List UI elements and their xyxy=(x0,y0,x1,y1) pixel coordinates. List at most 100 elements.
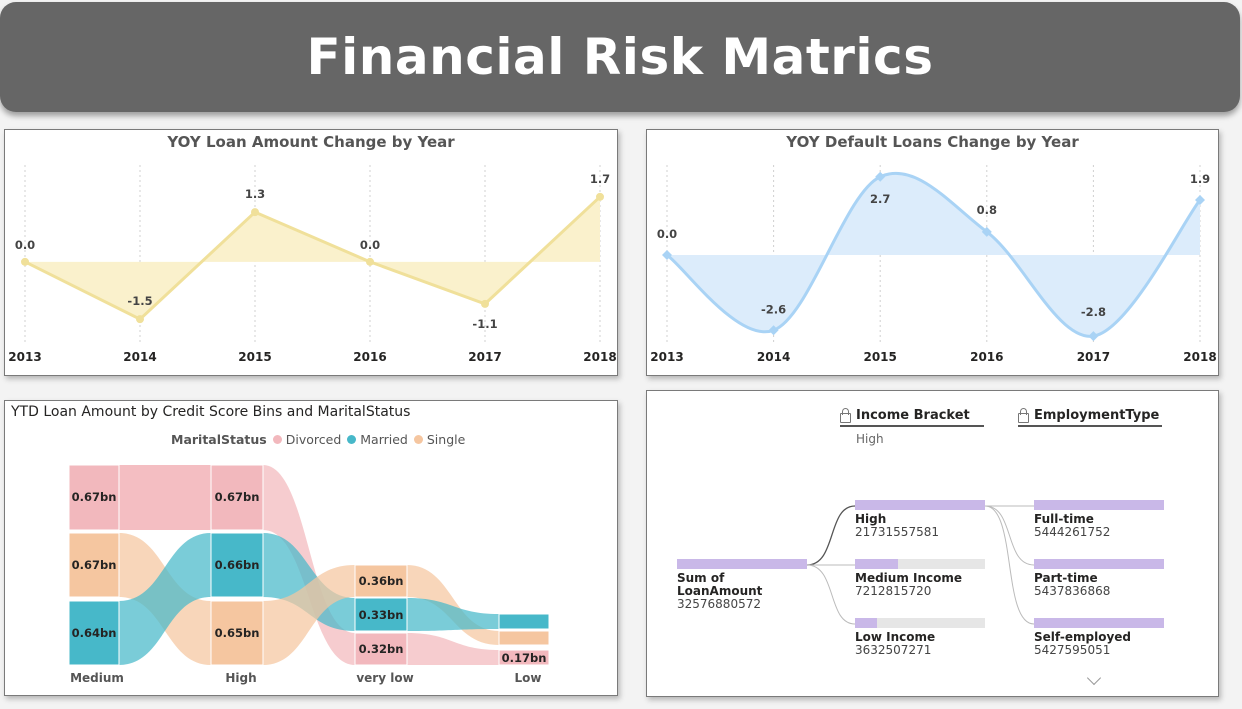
lock-icon xyxy=(840,407,851,423)
data-label: 2.7 xyxy=(870,192,890,206)
node-bar xyxy=(677,559,807,569)
sankey-node xyxy=(354,564,408,598)
legend-item-married[interactable]: Married xyxy=(347,432,408,447)
node-value: 3632507271 xyxy=(855,643,932,657)
level2-node-full-time[interactable]: Full-time 5444261752 xyxy=(1034,500,1164,539)
node-label: 0.33bn xyxy=(359,608,404,622)
node-bar xyxy=(1034,618,1164,628)
sankey-link xyxy=(407,598,499,631)
data-point xyxy=(481,299,489,308)
series-area xyxy=(25,196,600,320)
sankey-node xyxy=(68,600,120,666)
node-bar-fill xyxy=(1034,618,1164,628)
loan-amount-chart-title: YOY Loan Amount Change by Year xyxy=(167,133,455,151)
node-bar-fill xyxy=(677,559,807,569)
node-label: 0.67bn xyxy=(72,490,117,504)
node-label: Low Income xyxy=(855,630,936,644)
data-label: 1.7 xyxy=(590,172,610,186)
level1-node-low-income[interactable]: Low Income 3632507271 xyxy=(855,618,985,657)
sankey-node xyxy=(498,630,550,646)
legend-swatch xyxy=(413,435,423,444)
node-label: 0.65bn xyxy=(215,626,260,640)
data-point xyxy=(136,315,144,324)
node-label: 0.67bn xyxy=(72,558,117,572)
level2-node-part-time[interactable]: Part-time 5437836868 xyxy=(1034,559,1164,598)
sankey-legend: MaritalStatus Divorced Married Single xyxy=(171,432,465,447)
x-tick-label: 2013 xyxy=(8,350,41,364)
sankey-chart[interactable]: 0.67bn 0.67bn 0.64bn 0.67bn 0.66bn 0.65bn 0.36… xyxy=(5,401,617,695)
node-label: Self-employed xyxy=(1034,630,1132,644)
category-label: Low xyxy=(515,671,542,685)
series-area xyxy=(667,173,1200,337)
node-value: 5444261752 xyxy=(1034,525,1111,539)
x-tick-label: 2017 xyxy=(1077,350,1110,364)
data-label: 0.0 xyxy=(657,227,677,241)
legend-item-single[interactable]: Single xyxy=(413,432,465,447)
node-value: 5427595051 xyxy=(1034,643,1111,657)
data-point xyxy=(21,257,29,266)
lock-icon xyxy=(1018,407,1029,423)
sankey-chart-panel[interactable]: YTD Loan Amount by Credit Score Bins and… xyxy=(4,400,618,696)
node-label: Part-time xyxy=(1034,571,1098,585)
legend-item-divorced[interactable]: Divorced xyxy=(272,432,341,447)
node-value: 32576880572 xyxy=(677,597,761,611)
data-point xyxy=(981,226,992,237)
data-label: -1.5 xyxy=(127,294,152,308)
node-value: 5437836868 xyxy=(1034,584,1111,598)
node-label: 0.36bn xyxy=(359,574,404,588)
data-label: -2.8 xyxy=(1081,305,1106,319)
data-label: -1.1 xyxy=(472,317,497,331)
x-tick-label: 2018 xyxy=(583,350,616,364)
node-value: 21731557581 xyxy=(855,525,939,539)
node-label: 0.32bn xyxy=(359,642,404,656)
default-loans-chart-panel[interactable]: YOY Default Loans Change by Year 0.0 -2.6… xyxy=(646,129,1219,376)
node-bar-fill xyxy=(855,500,985,510)
node-bar xyxy=(855,500,985,510)
data-label: 0.8 xyxy=(977,203,997,217)
x-tick-label: 2015 xyxy=(863,350,896,364)
node-label: 0.67bn xyxy=(215,490,260,504)
legend-swatch xyxy=(272,435,282,444)
level1-node-medium-income[interactable]: Medium Income 7212815720 xyxy=(855,559,985,598)
sankey-link xyxy=(407,633,499,665)
data-point xyxy=(1195,194,1205,205)
level1-header[interactable]: Income Bracket xyxy=(840,407,984,427)
level2-node-self-employed[interactable]: Self-employed 5427595051 xyxy=(1034,618,1164,657)
category-label: Medium xyxy=(70,671,124,685)
sankey-link xyxy=(263,465,355,665)
sankey-node xyxy=(68,464,120,531)
root-node[interactable]: Sum of LoanAmount 32576880572 xyxy=(677,559,807,611)
decomposition-tree-panel[interactable]: Income Bracket High EmploymentType Sum o… xyxy=(646,390,1219,697)
x-tick-label: 2017 xyxy=(468,350,501,364)
legend-label: Married xyxy=(360,432,408,447)
data-label: 1.9 xyxy=(1190,172,1210,186)
data-label: 0.0 xyxy=(360,238,380,252)
sankey-node xyxy=(498,649,550,666)
decomposition-connectors xyxy=(806,505,1035,625)
sankey-link xyxy=(263,533,355,631)
level1-node-high[interactable]: High 21731557581 xyxy=(855,500,985,539)
level2-header[interactable]: EmploymentType xyxy=(1018,407,1162,427)
category-label: High xyxy=(225,671,256,685)
data-point xyxy=(251,208,259,217)
loan-amount-chart-panel[interactable]: YOY Loan Amount Change by Year 0.0 -1.5 1.… xyxy=(4,129,618,376)
default-loans-chart[interactable]: 0.0 -2.6 2.7 0.8 -2.8 1.9 2013 2014 2015 2016 2017… xyxy=(647,130,1218,375)
sankey-node xyxy=(210,464,264,531)
node-bar xyxy=(855,559,985,569)
sankey-link xyxy=(119,533,211,665)
node-bar-fill xyxy=(1034,500,1164,510)
sankey-link xyxy=(263,565,355,665)
x-tick-label: 2014 xyxy=(123,350,156,364)
default-loans-chart-title: YOY Default Loans Change by Year xyxy=(786,133,1079,151)
sankey-chart-title: YTD Loan Amount by Credit Score Bins and… xyxy=(11,404,411,420)
loan-amount-chart[interactable]: 0.0 -1.5 1.3 0.0 -1.1 1.7 2013 2014 2015 2016 2017… xyxy=(5,130,617,375)
legend-title: MaritalStatus xyxy=(171,432,267,447)
node-label: Sum of LoanAmount xyxy=(677,571,763,598)
data-label: 1.3 xyxy=(245,187,265,201)
sankey-node xyxy=(498,613,550,630)
node-bar xyxy=(1034,500,1164,510)
node-label: Medium Income xyxy=(855,571,963,585)
series-line xyxy=(24,195,602,321)
level1-selected-value: High xyxy=(856,432,884,446)
x-tick-label: 2016 xyxy=(970,350,1003,364)
